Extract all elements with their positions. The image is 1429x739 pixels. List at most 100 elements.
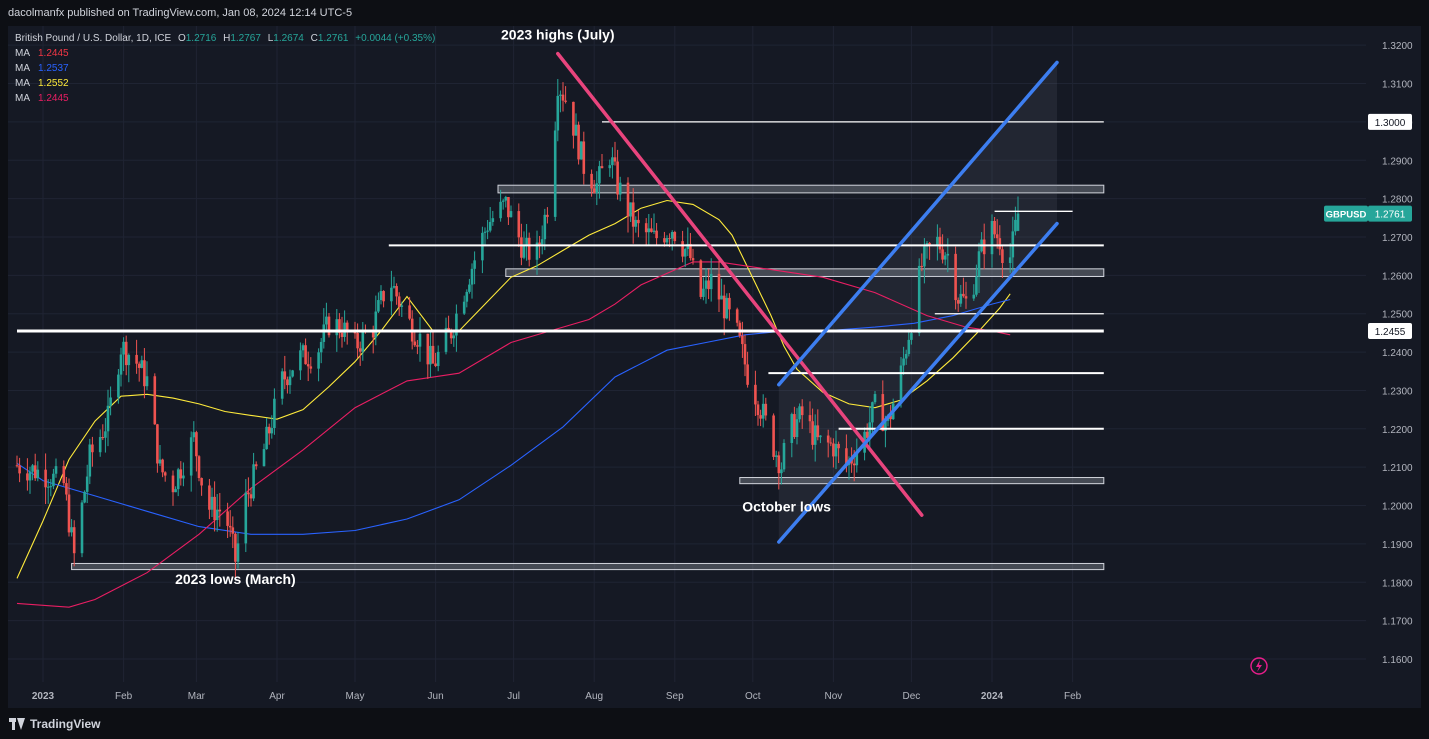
- candle-body: [390, 287, 393, 302]
- candle-body: [956, 300, 960, 304]
- candle-body: [546, 214, 549, 217]
- candle-body: [234, 533, 237, 562]
- y-tick-label: 1.1800: [1382, 578, 1413, 589]
- candle-body: [774, 455, 778, 457]
- candle-body: [267, 426, 271, 434]
- candle-body: [356, 333, 359, 349]
- candle-body: [499, 201, 502, 219]
- candle-body: [811, 421, 814, 445]
- tradingview-logo[interactable]: TradingView: [9, 717, 100, 731]
- candle-body: [790, 414, 794, 443]
- candle-body: [80, 502, 84, 554]
- candle-body: [317, 352, 320, 369]
- candle-body: [993, 220, 996, 235]
- candle-body: [829, 442, 833, 444]
- candle-body: [91, 444, 94, 453]
- candle-body: [800, 406, 804, 416]
- candle-body: [540, 239, 544, 245]
- candle-body: [182, 475, 185, 479]
- candle-body: [598, 166, 601, 184]
- candle-body: [735, 309, 739, 323]
- candle-body: [228, 525, 232, 528]
- candle-body: [871, 402, 874, 423]
- candle-body: [600, 166, 604, 169]
- candle-body: [920, 265, 924, 267]
- y-tick-label: 1.2600: [1382, 271, 1413, 282]
- level-badge-label: 1.3000: [1375, 118, 1406, 129]
- candle-body: [564, 100, 567, 102]
- candle-body: [738, 322, 742, 336]
- y-tick-label: 1.2800: [1382, 195, 1413, 206]
- candle-body: [923, 246, 926, 267]
- candle-body: [189, 437, 193, 476]
- candle-body: [743, 344, 747, 365]
- candle-body: [200, 478, 203, 486]
- candle-body: [67, 494, 71, 533]
- tradingview-logo-text: TradingView: [30, 717, 101, 731]
- candle-body: [395, 286, 398, 297]
- candle-body: [119, 354, 123, 375]
- candle-body: [400, 305, 404, 307]
- candle-body: [213, 496, 216, 521]
- candle-body: [153, 376, 157, 425]
- candle-body: [535, 242, 539, 260]
- candle-body: [517, 211, 521, 238]
- candle-body: [808, 415, 812, 422]
- candle-body: [686, 243, 690, 250]
- candle-body: [670, 232, 674, 239]
- candle-body: [793, 414, 796, 437]
- candle-body: [140, 360, 144, 368]
- candle-body: [306, 364, 310, 367]
- candle-body: [145, 376, 149, 387]
- y-tick-label: 1.1900: [1382, 540, 1413, 551]
- candle-body: [215, 509, 219, 521]
- candle-body: [249, 494, 253, 499]
- candle-body: [941, 249, 944, 260]
- candle-body: [117, 374, 120, 398]
- x-tick-label: Nov: [825, 691, 843, 702]
- candle-body: [52, 473, 55, 487]
- candle-body: [650, 228, 653, 232]
- candle-body: [36, 469, 40, 479]
- candle-body: [772, 415, 775, 457]
- support-resistance-zone: [505, 268, 1105, 278]
- x-tick-label: May: [346, 691, 365, 702]
- candle-body: [62, 466, 66, 484]
- candle-body: [413, 341, 417, 346]
- candle-body: [832, 443, 835, 457]
- chart[interactable]: 2023 highs (July) October lows 2023 lows (…: [8, 26, 1421, 708]
- candle-body: [590, 173, 593, 189]
- candle-body: [319, 341, 323, 353]
- trendline-channel-lower: [777, 221, 1059, 544]
- candle-body: [936, 236, 939, 245]
- candle-body: [15, 465, 19, 467]
- moving-average-line-2: [16, 298, 1011, 535]
- candle-body: [631, 202, 635, 227]
- chart-annotation: 2023 highs (July): [501, 26, 615, 42]
- candle-body: [226, 511, 229, 526]
- candle-body: [85, 476, 89, 492]
- candle-body: [288, 376, 292, 386]
- candle-body: [377, 300, 380, 312]
- candle-body: [1001, 249, 1004, 264]
- lightning-icon: [1250, 657, 1268, 675]
- candle-body: [98, 437, 102, 453]
- candle-body: [673, 232, 677, 242]
- support-resistance-zone: [739, 477, 1105, 485]
- candle-body: [644, 223, 648, 233]
- candle-body: [663, 238, 666, 243]
- candle-body: [522, 244, 526, 258]
- candle-body: [582, 141, 586, 174]
- candle-body: [637, 219, 640, 224]
- candle-body: [943, 255, 947, 260]
- candle-body: [543, 214, 547, 240]
- candle-body: [44, 469, 47, 488]
- candle-body: [972, 294, 976, 299]
- candle-body: [608, 165, 612, 169]
- candle-body: [756, 404, 760, 416]
- chart-frame[interactable]: 2023 highs (July) October lows 2023 lows (…: [8, 26, 1421, 708]
- y-tick-label: 1.3100: [1382, 80, 1413, 91]
- candle-body: [473, 260, 476, 269]
- candle-body: [764, 403, 768, 416]
- candle-body: [1011, 231, 1015, 258]
